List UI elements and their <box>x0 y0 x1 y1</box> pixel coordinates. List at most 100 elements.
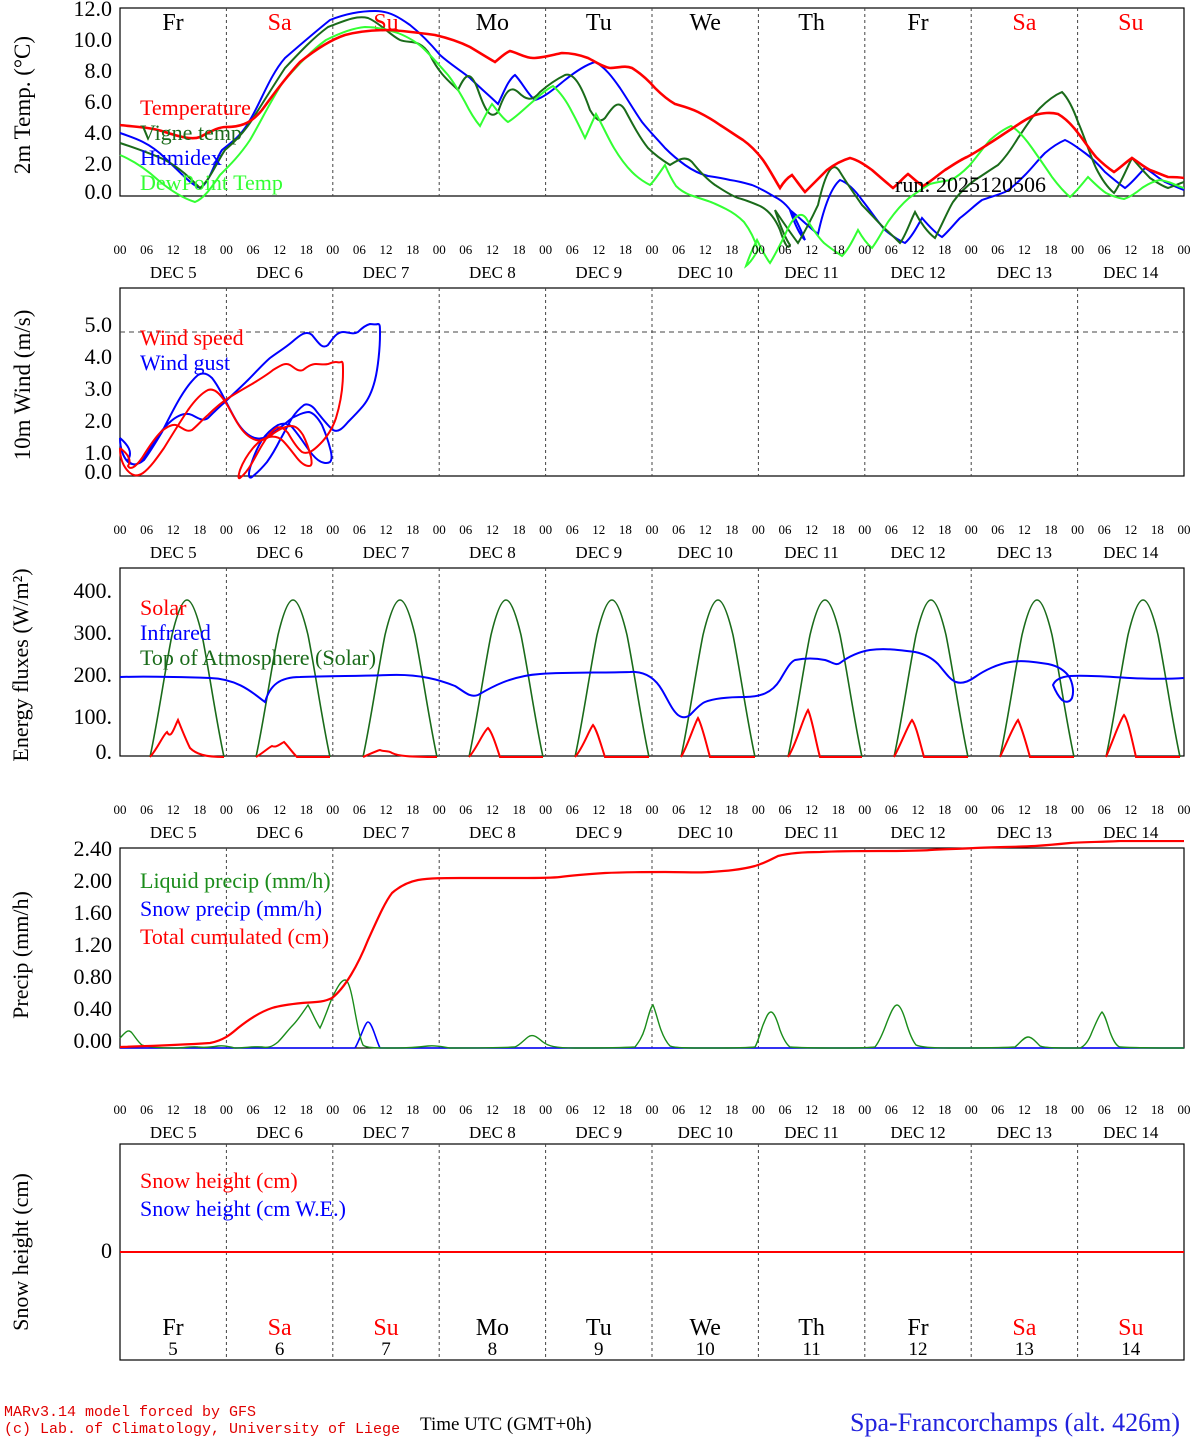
svg-text:12.0: 12.0 <box>74 0 113 21</box>
svg-text:4.0: 4.0 <box>85 120 113 145</box>
temp-axis-title: 2m Temp. (°C) <box>10 36 35 174</box>
svg-text:100.: 100. <box>74 704 113 729</box>
y-axis-precip: 2.40 2.00 1.60 1.20 0.80 0.40 0.00 <box>74 840 113 1053</box>
svg-text:14: 14 <box>1121 1339 1141 1360</box>
svg-text:0.40: 0.40 <box>74 996 113 1021</box>
svg-text:Snow height (cm): Snow height (cm) <box>140 1168 298 1193</box>
plot-border-wind <box>120 288 1184 476</box>
svg-text:5.0: 5.0 <box>85 312 113 337</box>
svg-text:We: We <box>690 1315 721 1341</box>
svg-text:2.00: 2.00 <box>74 868 113 893</box>
svg-text:We: We <box>690 10 721 36</box>
svg-text:Tu: Tu <box>586 1315 612 1341</box>
svg-text:Solar: Solar <box>140 595 187 620</box>
svg-text:Fr: Fr <box>162 1315 183 1341</box>
legend-wind: Wind speed Wind gust <box>140 325 244 375</box>
svg-text:DewPoint Temp: DewPoint Temp <box>140 170 283 195</box>
svg-text:0.00: 0.00 <box>74 1028 113 1053</box>
svg-text:Top of Atmosphere (Solar): Top of Atmosphere (Solar) <box>140 645 376 670</box>
svg-text:2.40: 2.40 <box>74 840 113 861</box>
svg-text:Liquid precip (mm/h): Liquid precip (mm/h) <box>140 868 331 893</box>
svg-text:Vigne temp: Vigne temp <box>140 120 242 145</box>
legend-energy: Solar Infrared Top of Atmosphere (Solar) <box>140 595 376 670</box>
svg-text:0.: 0. <box>96 739 113 764</box>
liquid-precip-line <box>120 980 1184 1048</box>
svg-text:Temperature: Temperature <box>140 95 251 120</box>
svg-text:0.80: 0.80 <box>74 964 113 989</box>
svg-text:Sa: Sa <box>268 10 292 36</box>
energy-axis-title: Energy fluxes (W/m²) <box>8 568 33 761</box>
svg-text:Fr: Fr <box>907 10 928 36</box>
svg-text:Su: Su <box>1118 1315 1143 1341</box>
svg-text:Sa: Sa <box>1012 10 1036 36</box>
svg-text:4.0: 4.0 <box>85 344 113 369</box>
svg-text:Su: Su <box>373 1315 398 1341</box>
svg-text:Mo: Mo <box>476 1315 509 1341</box>
svg-text:2.0: 2.0 <box>85 408 113 433</box>
svg-text:Th: Th <box>798 10 825 36</box>
svg-text:Sa: Sa <box>1012 1315 1036 1341</box>
svg-text:Fr: Fr <box>907 1315 928 1341</box>
svg-text:12: 12 <box>909 1339 928 1360</box>
svg-text:400.: 400. <box>74 578 113 603</box>
svg-text:10.0: 10.0 <box>74 27 113 52</box>
wind-panel: 5.0 4.0 3.0 2.0 1.0 0.0 10m Wind (m/s) W… <box>0 280 1194 560</box>
svg-text:9: 9 <box>594 1339 604 1360</box>
legend-snow: Snow height (cm) Snow height (cm W.E.) <box>140 1168 346 1221</box>
svg-text:7: 7 <box>381 1339 391 1360</box>
svg-text:10: 10 <box>696 1339 715 1360</box>
svg-text:Humidex: Humidex <box>140 145 222 170</box>
bottom-date-numbers: 5 6 7 8 9 10 11 12 13 14 <box>168 1339 1141 1360</box>
svg-text:Th: Th <box>798 1315 825 1341</box>
footer-attribution: MARv3.14 model forced by GFS (c) Lab. of… <box>4 1404 400 1439</box>
precip-panel: 2.40 2.00 1.60 1.20 0.80 0.40 0.00 Preci… <box>0 840 1194 1140</box>
svg-text:DEC 5: DEC 5 <box>150 1140 197 1144</box>
run-label-annotation: run: 2025120506 <box>895 172 1046 197</box>
svg-text:Wind speed: Wind speed <box>140 325 244 350</box>
snow-axis-title: Snow height (cm) <box>8 1173 33 1331</box>
svg-text:200.: 200. <box>74 662 113 687</box>
svg-text:1.20: 1.20 <box>74 932 113 957</box>
wind-axis-title: 10m Wind (m/s) <box>10 310 35 461</box>
hour-ticks-row-temp <box>0 198 1194 228</box>
toa-solar-humps <box>150 600 1180 757</box>
svg-text:300.: 300. <box>74 620 113 645</box>
solar-humps <box>150 710 1180 757</box>
svg-text:11: 11 <box>802 1339 820 1360</box>
svg-text:Total cumulated (cm): Total cumulated (cm) <box>140 924 329 949</box>
top-date-labels-snow: DEC 5 <box>150 1140 197 1144</box>
svg-text:Infrared: Infrared <box>140 620 211 645</box>
day-labels-snow: Fr Sa Su Mo Tu We Th Fr Sa Su <box>162 1315 1143 1341</box>
temperature-panel: 12.0 10.0 8.0 6.0 4.0 2.0 0.0 2m Temp. (… <box>0 0 1194 280</box>
y-axis-temp: 12.0 10.0 8.0 6.0 4.0 2.0 0.0 <box>74 0 113 204</box>
svg-text:Su: Su <box>1118 10 1143 36</box>
legend-precip: Liquid precip (mm/h) Snow precip (mm/h) … <box>140 868 331 949</box>
svg-text:Tu: Tu <box>586 10 612 36</box>
svg-text:0: 0 <box>101 1238 112 1263</box>
svg-text:Sa: Sa <box>268 1315 292 1341</box>
svg-text:6: 6 <box>275 1339 285 1360</box>
svg-text:3.0: 3.0 <box>85 376 113 401</box>
y-axis-wind: 5.0 4.0 3.0 2.0 1.0 0.0 <box>85 312 113 484</box>
svg-text:13: 13 <box>1015 1339 1034 1360</box>
day-separators-precip <box>226 848 1077 1048</box>
svg-text:Snow precip (mm/h): Snow precip (mm/h) <box>140 896 322 921</box>
svg-text:0.0: 0.0 <box>85 459 113 484</box>
precip-axis-title: Precip (mm/h) <box>8 891 33 1019</box>
svg-text:Fr: Fr <box>162 10 183 36</box>
y-axis-energy: 400. 300. 200. 100. 0. <box>74 578 113 764</box>
station-name-label: Spa-Francorchamps (alt. 426m) <box>850 1408 1180 1438</box>
svg-text:6.0: 6.0 <box>85 89 113 114</box>
svg-text:2.0: 2.0 <box>85 151 113 176</box>
day-separators-wind <box>226 288 1077 476</box>
energy-panel: 400. 300. 200. 100. 0. Energy fluxes (W/… <box>0 560 1194 840</box>
svg-text:Mo: Mo <box>476 10 509 36</box>
svg-text:5: 5 <box>168 1339 178 1360</box>
svg-text:1.60: 1.60 <box>74 900 113 925</box>
svg-text:Snow height (cm W.E.): Snow height (cm W.E.) <box>140 1196 346 1221</box>
plot-border <box>120 8 1184 196</box>
day-labels-temp: Fr Sa Su Mo Tu We Th Fr Sa Su <box>162 10 1143 36</box>
y-axis-snow: 0 <box>101 1238 112 1263</box>
snow-height-panel: 0 Snow height (cm) Snow height (cm) Snow… <box>0 1140 1194 1420</box>
svg-text:Wind gust: Wind gust <box>140 350 230 375</box>
